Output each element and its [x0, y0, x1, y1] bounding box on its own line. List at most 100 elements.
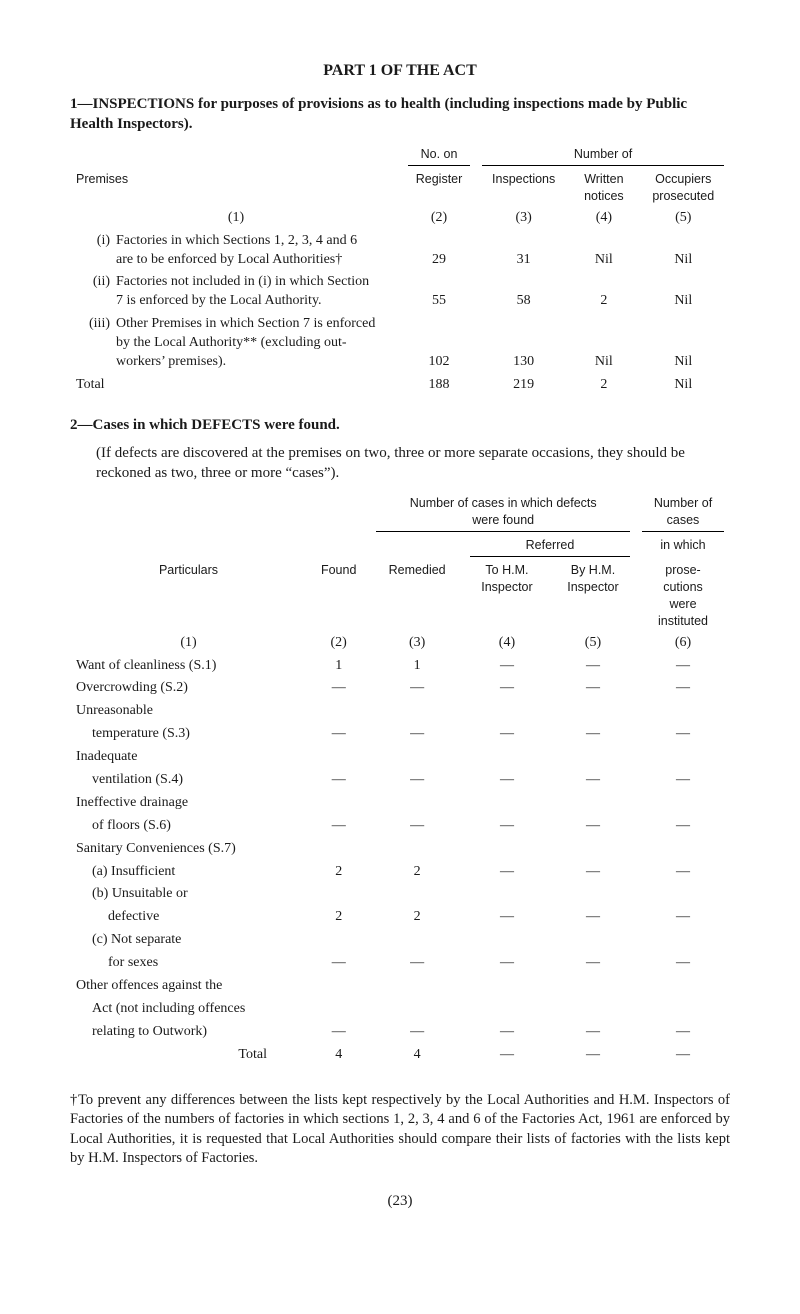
cell [307, 792, 370, 815]
particulars-text: Ineffective drainage [76, 795, 188, 810]
table-row: Act (not including offences [70, 998, 730, 1021]
cell [550, 746, 636, 769]
table-row: (iii)Other Premises in which Section 7 i… [70, 313, 730, 374]
particulars-text: Act (not including offences [76, 1000, 301, 1019]
tbl2-total-c3: 4 [370, 1044, 464, 1067]
hdr-remedied: Remedied [370, 560, 464, 632]
hdr-particulars: Particulars [70, 560, 307, 632]
cell [307, 929, 370, 952]
cell [550, 792, 636, 815]
hdr-written: Writtennotices [571, 169, 636, 207]
cell: — [307, 952, 370, 975]
cell [370, 838, 464, 861]
cell: — [370, 815, 464, 838]
table-row: (i)Factories in which Sections 1, 2, 3, … [70, 230, 730, 272]
cell: — [464, 655, 550, 678]
table-row: (ii)Factories not included in (i) in whi… [70, 271, 730, 313]
cell [307, 975, 370, 998]
cell [464, 975, 550, 998]
t2-colnum-4: (4) [464, 632, 550, 655]
colnum-1: (1) [70, 207, 402, 230]
part-title: PART 1 OF THE ACT [70, 60, 730, 82]
hdr-number-of-cases: Number ofcases [636, 493, 730, 531]
table-row: for sexes————— [70, 952, 730, 975]
particulars-text: for sexes [76, 954, 301, 973]
hdr-in-which: in which [636, 535, 730, 556]
cell: — [636, 815, 730, 838]
section-2-intro: (If defects are discovered at the premis… [96, 443, 720, 484]
section-2-heading: 2—Cases in which DEFECTS were found. [70, 415, 730, 435]
cell [636, 929, 730, 952]
cell: — [550, 815, 636, 838]
hdr-referred: Referred [464, 535, 636, 556]
cell: 2 [307, 906, 370, 929]
cell: — [370, 769, 464, 792]
hdr-premises: Premises [70, 169, 402, 207]
cell: — [550, 723, 636, 746]
particulars-text: defective [76, 908, 301, 927]
cell: — [370, 1021, 464, 1044]
cell: — [307, 769, 370, 792]
cell [307, 838, 370, 861]
particulars-text: of floors (S.6) [76, 817, 301, 836]
table-row: defective22——— [70, 906, 730, 929]
table-row: Ineffective drainage [70, 792, 730, 815]
table-row: of floors (S.6)————— [70, 815, 730, 838]
table-row: Other offences against the [70, 975, 730, 998]
hdr-to-hm: To H.M.Inspector [464, 560, 550, 632]
cell: — [370, 723, 464, 746]
tbl2-total-c4: — [464, 1044, 550, 1067]
cell: — [464, 769, 550, 792]
particulars-text: Inadequate [76, 749, 137, 764]
particulars-text: (c) Not separate [76, 931, 301, 950]
cell: — [636, 723, 730, 746]
cell [370, 975, 464, 998]
particulars-text: Sanitary Conveniences (S.7) [76, 841, 236, 856]
cell: — [636, 677, 730, 700]
cell [636, 746, 730, 769]
cell: 130 [476, 313, 571, 374]
cell [636, 700, 730, 723]
cell: — [636, 1021, 730, 1044]
premises-text: Other Premises in which Section 7 is enf… [116, 315, 376, 372]
cell: — [550, 655, 636, 678]
cell [464, 746, 550, 769]
cell: — [550, 952, 636, 975]
hdr-number-of: Number of [476, 144, 730, 165]
colnum-5: (5) [637, 207, 730, 230]
particulars-text: ventilation (S.4) [76, 771, 301, 790]
cell: 58 [476, 271, 571, 313]
tbl1-total-label: Total [70, 374, 402, 397]
particulars-text: Unreasonable [76, 703, 153, 718]
cell: — [464, 861, 550, 884]
table-row: (a) Insufficient22——— [70, 861, 730, 884]
hdr-by-hm: By H.M.Inspector [550, 560, 636, 632]
table-row: (c) Not separate [70, 929, 730, 952]
hdr-found: Found [307, 560, 370, 632]
particulars-text: temperature (S.3) [76, 725, 301, 744]
cell [636, 975, 730, 998]
tbl2-total-c6: — [636, 1044, 730, 1067]
cell [550, 998, 636, 1021]
cell: — [550, 906, 636, 929]
cell: — [464, 1021, 550, 1044]
cell [550, 929, 636, 952]
cell: Nil [571, 313, 636, 374]
cell [370, 746, 464, 769]
hdr-register: Register [402, 169, 476, 207]
cell: Nil [637, 230, 730, 272]
hdr-no-on: No. on [402, 144, 476, 165]
cell [636, 883, 730, 906]
cell [370, 998, 464, 1021]
cell [307, 700, 370, 723]
t2-colnum-3: (3) [370, 632, 464, 655]
hdr-prosecutions: prose-cutionswereinstituted [636, 560, 730, 632]
cell: — [636, 952, 730, 975]
cell: — [636, 655, 730, 678]
cell [636, 792, 730, 815]
cell [464, 792, 550, 815]
table-row: relating to Outwork)————— [70, 1021, 730, 1044]
cell [370, 929, 464, 952]
footnote: †To prevent any differences between the … [70, 1091, 730, 1169]
cell [636, 838, 730, 861]
